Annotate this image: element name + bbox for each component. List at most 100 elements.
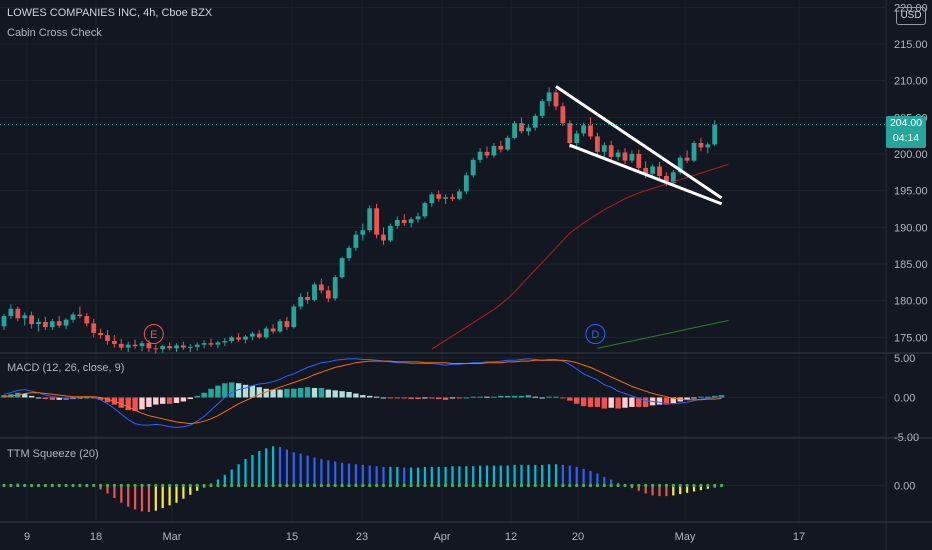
- ttm-momentum-bar: [644, 485, 647, 494]
- ttm-momentum-bar: [541, 464, 544, 486]
- macd-histogram-bar: [353, 393, 359, 398]
- macd-histogram-bar: [415, 397, 421, 400]
- candle-body: [291, 306, 297, 328]
- ttm-momentum-bar: [223, 474, 226, 486]
- candle-body: [91, 323, 97, 333]
- macd-histogram-bar: [118, 397, 124, 408]
- bar-countdown: 04:14: [892, 132, 920, 144]
- ttm-squeeze-dot: [671, 483, 675, 488]
- macd-title[interactable]: MACD (12, 26, close, 9): [7, 362, 125, 374]
- ttm-momentum-bar: [168, 485, 171, 506]
- ttm-squeeze-dot: [526, 483, 531, 488]
- ttm-squeeze-dot: [299, 483, 303, 488]
- ttm-squeeze-dot: [554, 483, 558, 488]
- candle-body: [581, 125, 586, 134]
- ttm-squeeze-dot: [161, 483, 165, 488]
- event-marker-label-1: D: [591, 329, 599, 341]
- macd-histogram-bar: [539, 397, 545, 399]
- time-axis-label: 15: [286, 531, 298, 543]
- ttm-squeeze-dot: [85, 483, 89, 488]
- ttm-momentum-bar: [679, 485, 682, 495]
- ttm-squeeze-dot: [133, 483, 137, 488]
- ttm-momentum-bar: [161, 485, 164, 509]
- macd-histogram-bar: [518, 395, 525, 398]
- indicator-title[interactable]: Cabin Cross Check: [7, 27, 102, 39]
- ttm-squeeze-dot: [30, 483, 34, 488]
- ttm-momentum-bar: [492, 465, 495, 486]
- candle-body: [360, 230, 366, 235]
- candle-body: [243, 336, 248, 340]
- candle-body: [595, 136, 600, 152]
- ttm-squeeze-dot: [644, 483, 648, 488]
- ttm-squeeze-dot: [16, 483, 20, 488]
- candle-body: [305, 297, 310, 300]
- currency-button[interactable]: USD: [896, 7, 926, 25]
- candle-body: [705, 144, 711, 148]
- ttm-squeeze-dot: [257, 483, 261, 488]
- ttm-momentum-bar: [154, 485, 157, 511]
- macd-histogram-bar: [194, 395, 200, 398]
- candle-body: [70, 314, 76, 320]
- ttm-squeeze-dot: [264, 483, 268, 488]
- candle-body: [394, 220, 400, 226]
- ttm-squeeze-dot: [651, 483, 655, 488]
- ttm-squeeze-dot: [713, 483, 717, 488]
- ttm-momentum-bar: [347, 463, 351, 486]
- candle-body: [112, 341, 117, 344]
- ttm-momentum-bar: [458, 466, 461, 486]
- macd-histogram-bar: [180, 397, 187, 402]
- ttm-squeeze-dot: [278, 483, 282, 488]
- ttm-squeeze-title[interactable]: TTM Squeeze (20): [7, 448, 99, 460]
- candle-body: [436, 194, 442, 199]
- macd-histogram-bar: [208, 388, 214, 398]
- ttm-squeeze-dot: [223, 483, 227, 488]
- macd-histogram-bar: [97, 397, 104, 400]
- candle-body: [84, 316, 90, 324]
- macd-histogram-bar: [553, 396, 559, 398]
- ttm-momentum-bar: [527, 464, 530, 486]
- candle-body: [332, 277, 338, 299]
- ttm-squeeze-dot: [575, 483, 579, 488]
- macd-histogram-bar: [636, 397, 642, 407]
- ttm-squeeze-dot: [202, 483, 206, 488]
- candle-body: [429, 194, 435, 204]
- ttm-momentum-bar: [272, 446, 275, 486]
- ttm-squeeze-dot: [243, 483, 248, 488]
- ttm-squeeze-dot: [423, 483, 427, 488]
- macd-histogram-bar: [622, 397, 628, 408]
- ttm-momentum-bar: [354, 464, 357, 486]
- candle-body: [160, 346, 166, 350]
- macd-histogram-bar: [580, 397, 587, 407]
- macd-histogram-bar: [587, 397, 594, 407]
- macd-axis-label: 0.00: [894, 392, 915, 404]
- ttm-momentum-bar: [196, 485, 199, 491]
- macd-histogram-bar: [608, 397, 614, 408]
- ttm-squeeze-dot: [188, 483, 192, 488]
- candle-body: [250, 333, 255, 337]
- macd-histogram-bar: [429, 397, 435, 399]
- macd-histogram-bar: [277, 389, 283, 398]
- ttm-squeeze-dot: [36, 483, 41, 488]
- ttm-momentum-bar: [127, 485, 130, 507]
- candle-body: [401, 220, 407, 223]
- ttm-momentum-bar: [465, 466, 468, 486]
- ttm-squeeze-dot: [464, 483, 468, 488]
- ttm-squeeze-dot: [430, 483, 434, 488]
- ttm-momentum-bar: [665, 485, 668, 497]
- ttm-momentum-bar: [251, 454, 254, 486]
- macd-axis-label: -5.00: [894, 432, 919, 444]
- ttm-squeeze-dot: [513, 483, 517, 488]
- macd-histogram-bar: [560, 397, 566, 399]
- candle-body: [277, 321, 283, 332]
- macd-histogram-bar: [442, 397, 449, 400]
- ttm-squeeze-dot: [209, 483, 213, 488]
- candle-body: [118, 343, 124, 348]
- macd-histogram-bar: [311, 387, 318, 398]
- macd-histogram-bar: [367, 395, 373, 398]
- ttm-momentum-bar: [265, 448, 268, 486]
- ttm-squeeze-dot: [105, 483, 110, 488]
- macd-histogram-bar: [35, 397, 42, 399]
- ttm-squeeze-dot: [623, 483, 627, 488]
- macd-histogram-bar: [173, 397, 180, 404]
